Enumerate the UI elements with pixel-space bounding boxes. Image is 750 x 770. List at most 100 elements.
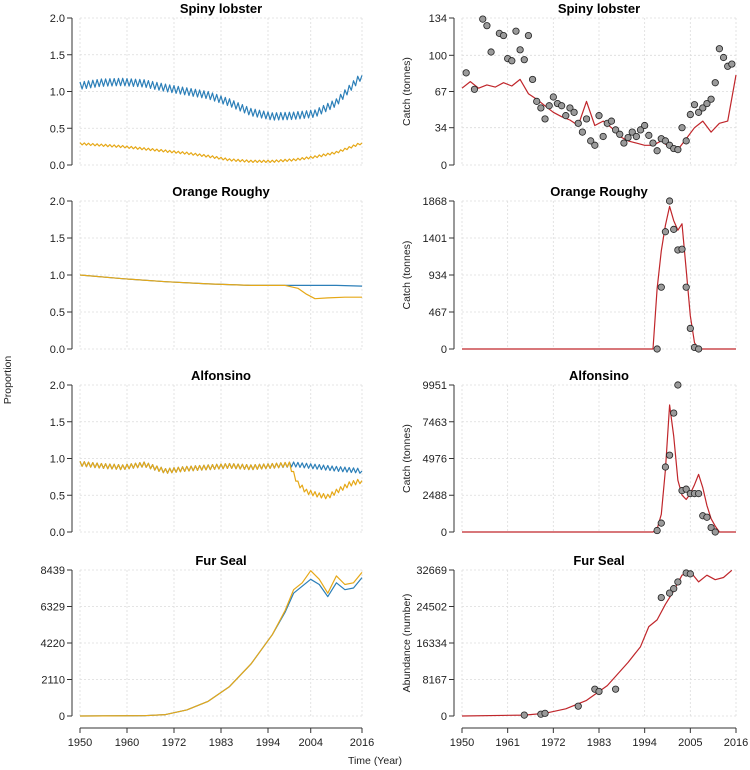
data-point — [508, 57, 516, 65]
y-axis-label: Catch (tonnes) — [401, 57, 413, 126]
y-tick-label: 0 — [441, 344, 447, 356]
panel-p5: 0.0 0.5 1.0 1.5 2.0 Alfonsino — [50, 368, 363, 539]
data-point — [711, 79, 719, 87]
data-point — [653, 345, 661, 353]
panel-p3: 0.0 0.5 1.0 1.5 2.0 Orange Roughy — [50, 184, 363, 356]
series-line-red — [461, 74, 737, 151]
data-point — [661, 228, 670, 236]
y-tick-label: 1.5 — [50, 417, 65, 429]
x-tick-label: 1950 — [450, 737, 474, 749]
data-point — [528, 75, 537, 84]
data-point — [719, 53, 728, 62]
panel-p7: 0 2110 4220 6329 8439 Fur Seal 1950 1960 1972 198… — [41, 553, 375, 749]
data-point — [661, 137, 670, 145]
x-tick-label: 2016 — [724, 737, 748, 749]
y-tick-label: 100 — [429, 50, 447, 62]
data-point — [479, 15, 487, 23]
y-tick-label: 67 — [435, 87, 447, 99]
data-point — [674, 578, 682, 586]
y-tick-label: 2.0 — [50, 380, 65, 392]
data-point — [628, 128, 636, 136]
y-tick-label: 0 — [441, 160, 447, 172]
data-point — [645, 131, 653, 139]
x-tick-label: 2016 — [350, 737, 374, 749]
y-tick-label: 2.0 — [50, 196, 65, 208]
data-point — [707, 523, 715, 532]
x-tick-label: 1972 — [541, 737, 565, 749]
data-point — [695, 489, 703, 498]
series-line-orange — [79, 274, 362, 300]
proportion-axis-label: Proportion — [2, 356, 14, 405]
data-point — [653, 526, 661, 535]
data-point — [699, 104, 707, 112]
data-point — [632, 132, 640, 141]
data-point — [512, 27, 520, 35]
data-point — [674, 381, 682, 389]
data-point — [574, 702, 582, 710]
panel-p6: 0 2488 4976 7463 9951 Alfonsino Catch (tonnes) — [401, 368, 737, 539]
data-point — [595, 112, 603, 120]
y-axis-label: Abundance (number) — [401, 594, 413, 693]
data-point — [695, 345, 703, 353]
chart-title: Orange Roughy — [172, 184, 270, 199]
data-point — [483, 22, 491, 30]
y-tick-label: 0.0 — [50, 160, 65, 172]
x-tick-label: 1950 — [68, 737, 92, 749]
data-point — [707, 95, 715, 103]
y-tick-label: 8167 — [423, 675, 447, 687]
chart-title: Spiny lobster — [558, 1, 640, 16]
time-axis-label: Time (Year) — [348, 755, 402, 767]
x-tick-label: 1960 — [115, 737, 139, 749]
y-tick-label: 0.0 — [50, 344, 65, 356]
data-point — [641, 121, 649, 130]
series-line-orange — [79, 570, 363, 717]
data-point — [541, 115, 549, 123]
data-point — [470, 85, 479, 93]
data-point — [665, 451, 674, 459]
data-point — [728, 60, 736, 68]
panel-p4: 0 467 934 1401 1868 Orange Roughy Catch (tonne… — [401, 184, 737, 356]
y-tick-label: 2488 — [423, 490, 447, 502]
data-point — [566, 104, 574, 112]
x-tick-label: 1961 — [495, 737, 519, 749]
data-point — [599, 132, 607, 141]
y-axis-label: Catch (tonnes) — [401, 424, 413, 493]
y-tick-label: 4220 — [41, 638, 65, 650]
data-point — [612, 126, 620, 134]
data-point — [545, 102, 553, 110]
y-tick-label: 934 — [429, 270, 447, 282]
data-point — [591, 141, 599, 149]
y-tick-label: 6329 — [41, 602, 65, 614]
data-point — [657, 593, 665, 602]
data-point — [520, 56, 528, 64]
y-tick-label: 34 — [435, 123, 447, 135]
y-tick-label: 0 — [441, 711, 447, 723]
data-point — [715, 45, 723, 53]
chart-title: Alfonsino — [191, 368, 251, 383]
data-point — [520, 711, 528, 719]
chart-title: Orange Roughy — [550, 184, 648, 199]
panel-p2: 0 34 67 100 134 Spiny lobster Catch (tonnes) — [401, 1, 737, 172]
data-point — [562, 112, 570, 120]
x-tick-label: 1983 — [587, 737, 611, 749]
data-point — [595, 687, 603, 696]
y-tick-label: 0.5 — [50, 123, 65, 135]
data-point — [636, 126, 645, 134]
chart-title: Spiny lobster — [180, 1, 262, 16]
y-tick-label: 1.5 — [50, 50, 65, 62]
panel-p8: 0 8167 16334 24502 32669 Fur Seal Abundance (n… — [401, 553, 748, 749]
data-point — [657, 519, 665, 527]
series-line-orange — [79, 461, 363, 500]
data-point — [533, 97, 541, 105]
data-point — [670, 225, 678, 233]
series-line-red — [461, 569, 733, 717]
data-point — [686, 110, 694, 119]
series-line-orange — [79, 142, 363, 163]
x-tick-label: 2004 — [298, 737, 322, 749]
data-point — [616, 130, 624, 138]
data-point — [661, 463, 670, 471]
data-point — [549, 93, 557, 101]
y-tick-label: 1.5 — [50, 233, 65, 245]
x-tick-label: 1983 — [209, 737, 233, 749]
